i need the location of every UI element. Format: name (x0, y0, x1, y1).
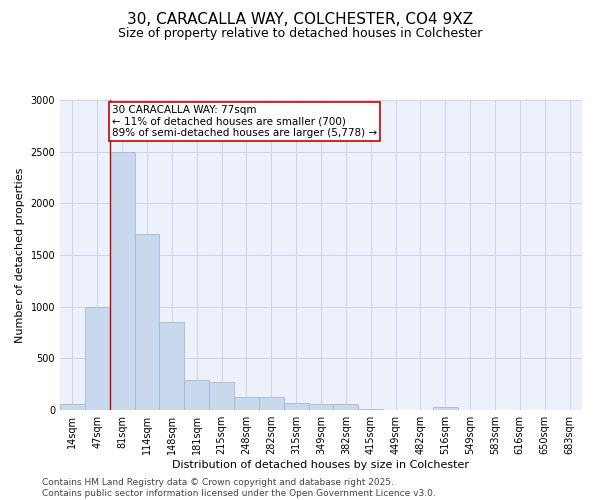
Bar (160, 322, 184, 410)
Bar (60, 404, 85, 410)
Bar (259, 396, 284, 410)
Text: 30, CARACALLA WAY, COLCHESTER, CO4 9XZ: 30, CARACALLA WAY, COLCHESTER, CO4 9XZ (127, 12, 473, 28)
Bar (358, 409, 383, 410)
Bar (184, 380, 209, 410)
Bar (284, 403, 308, 410)
Y-axis label: Number of detached properties: Number of detached properties (15, 168, 25, 342)
Bar (234, 396, 259, 410)
Bar (85, 306, 110, 410)
Text: 30 CARACALLA WAY: 77sqm
← 11% of detached houses are smaller (700)
89% of semi-d: 30 CARACALLA WAY: 77sqm ← 11% of detache… (112, 105, 377, 138)
Bar (134, 234, 160, 410)
Bar (334, 404, 358, 410)
Bar (308, 404, 334, 410)
X-axis label: Distribution of detached houses by size in Colchester: Distribution of detached houses by size … (173, 460, 470, 470)
Bar (433, 407, 458, 410)
Text: Size of property relative to detached houses in Colchester: Size of property relative to detached ho… (118, 28, 482, 40)
Text: Contains HM Land Registry data © Crown copyright and database right 2025.
Contai: Contains HM Land Registry data © Crown c… (42, 478, 436, 498)
Bar (110, 152, 134, 410)
Bar (209, 382, 234, 410)
